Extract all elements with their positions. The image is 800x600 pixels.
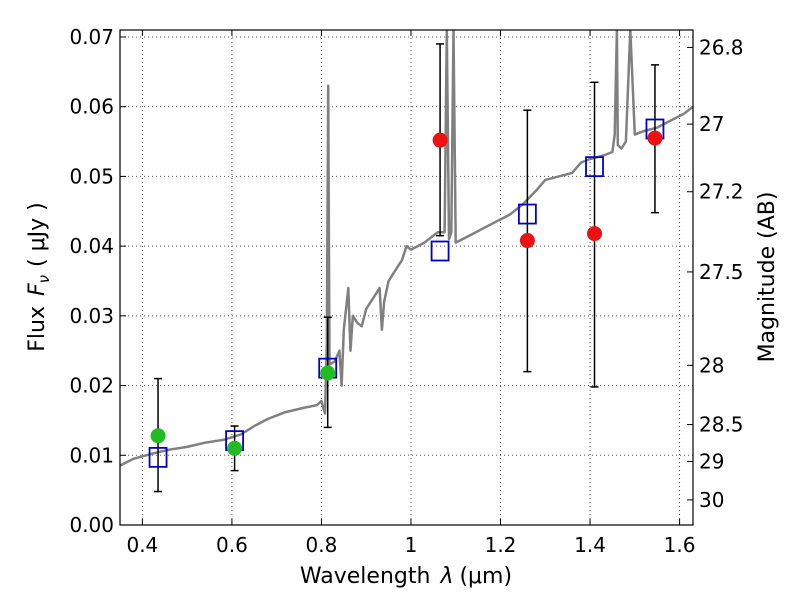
mag-tick-label: 27.5 [699,260,744,284]
y-tick-label: 0.03 [69,304,114,328]
x-tick-label: 0.4 [126,533,158,557]
model-photometry-square [585,156,604,178]
mag-tick-label: 27.2 [699,180,744,204]
y-tick-label: 0.02 [69,374,114,398]
plot-area [120,30,693,493]
y-tick-label: 0.01 [69,443,114,467]
y-tick-label: 0.05 [69,164,114,188]
y-axis-label-unit: ( μJy ) [25,202,50,267]
x-tick-label: 0.8 [306,533,338,557]
x-tick-label: 1.4 [574,533,606,557]
y-axis-label-text: Flux [25,306,50,352]
x-tick-label: 0.6 [216,533,248,557]
observed-point-red [432,132,448,148]
model-photometry-square [148,446,168,468]
y-axis-label-symbol: F [25,283,50,296]
model-spectrum-line [120,30,693,467]
observed-point-red [587,226,603,242]
x-tick-label: 1 [405,533,418,557]
observed-point-green [150,428,166,444]
observed-point-red [519,233,535,249]
y-axis-label-subscript: ν [35,275,53,283]
x-axis-label-symbol: λ [439,564,453,589]
model-photometry-square [517,203,537,225]
y-axis-label: Flux Fν ( μJy ) [25,202,53,351]
plot-frame [119,29,694,526]
mag-tick-label: 30 [699,488,724,512]
mag-tick-label: 27 [699,112,724,136]
mag-tick-label: 28.5 [699,413,744,437]
y-tick-label: 0.07 [69,25,114,49]
plot-background [120,30,693,525]
x-tick-label: 1.2 [485,533,517,557]
observed-point-green [320,365,336,381]
y-tick-label: 0.06 [69,95,114,119]
y-axis-right-label: Magnitude (AB) [755,192,780,363]
x-axis-label: Wavelength λ (μm) [300,564,512,589]
mag-tick-label: 28 [699,353,724,377]
y-tick-label: 0.00 [69,513,114,537]
x-axis-label-text: Wavelength [300,564,431,589]
model-photometry-square [430,240,450,262]
y-tick-label: 0.04 [69,234,114,258]
observed-point-green [227,440,243,456]
observed-point-red [647,130,663,146]
mag-tick-label: 26.8 [699,35,744,59]
x-axis-label-unit: (μm) [459,564,512,589]
mag-tick-label: 29 [699,450,724,474]
ticks: 0.4 0.6 0.8 1 1.2 1.4 1.6 0.00 0.01 0.02 0.03 0.04 0… [69,25,743,557]
x-tick-label: 1.6 [664,533,696,557]
